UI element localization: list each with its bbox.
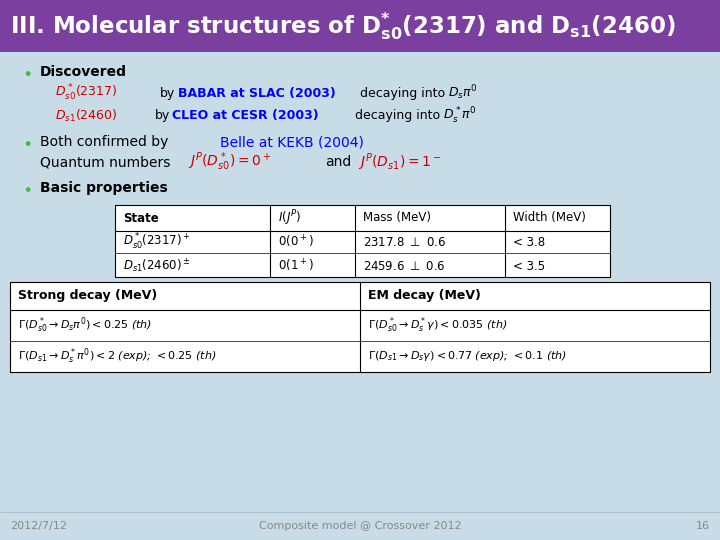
Text: < 3.5: < 3.5 xyxy=(513,260,545,273)
Text: Mass (MeV): Mass (MeV) xyxy=(363,212,431,225)
Text: $D^*_{s0}(2317)$: $D^*_{s0}(2317)$ xyxy=(55,83,117,103)
Text: $\Gamma(D_{s1} \to D_s\gamma) < 0.77$ (exp); $< 0.1$ (th): $\Gamma(D_{s1} \to D_s\gamma) < 0.77$ (e… xyxy=(368,349,567,363)
Text: 16: 16 xyxy=(696,521,710,531)
Text: $D^*_{s0}(2317)^+$: $D^*_{s0}(2317)^+$ xyxy=(123,232,191,252)
Text: III. Molecular structures of $\mathbf{D_{s0}^{*}(2317)}$ and $\mathbf{D_{s1}(246: III. Molecular structures of $\mathbf{D_… xyxy=(10,10,675,42)
Text: by: by xyxy=(160,86,175,99)
Text: $\bullet$: $\bullet$ xyxy=(22,179,32,197)
Text: Discovered: Discovered xyxy=(40,65,127,79)
Text: decaying into: decaying into xyxy=(360,86,445,99)
Text: Basic properties: Basic properties xyxy=(40,181,168,195)
Text: and: and xyxy=(325,155,351,169)
Text: 2459.6 $\bot$ 0.6: 2459.6 $\bot$ 0.6 xyxy=(363,260,446,273)
Text: EM decay (MeV): EM decay (MeV) xyxy=(368,289,481,302)
Text: Belle at KEKB (2004): Belle at KEKB (2004) xyxy=(220,135,364,149)
FancyBboxPatch shape xyxy=(10,282,710,372)
Text: Both confirmed by: Both confirmed by xyxy=(40,135,168,149)
Text: $\bullet$: $\bullet$ xyxy=(22,133,32,151)
Text: State: State xyxy=(123,212,158,225)
FancyBboxPatch shape xyxy=(0,0,720,52)
Text: $\Gamma(D^*_{s0} \to D_s\pi^0) < 0.25$ (th): $\Gamma(D^*_{s0} \to D_s\pi^0) < 0.25$ (… xyxy=(18,315,152,335)
Text: $I(J^P)$: $I(J^P)$ xyxy=(278,208,301,228)
Text: CLEO at CESR (2003): CLEO at CESR (2003) xyxy=(172,110,319,123)
Text: < 3.8: < 3.8 xyxy=(513,235,545,248)
Text: $D_{s1}(2460)^\pm$: $D_{s1}(2460)^\pm$ xyxy=(123,257,191,275)
Text: 2012/7/12: 2012/7/12 xyxy=(10,521,67,531)
FancyBboxPatch shape xyxy=(115,205,610,277)
Text: Quantum numbers: Quantum numbers xyxy=(40,155,171,169)
Text: 2317.8 $\bot$ 0.6: 2317.8 $\bot$ 0.6 xyxy=(363,235,446,248)
Text: $0(0^+)$: $0(0^+)$ xyxy=(278,234,314,250)
Text: $\Gamma(D_{s1} \to D^*_s\pi^0) < 2$ (exp); $< 0.25$ (th): $\Gamma(D_{s1} \to D^*_s\pi^0) < 2$ (exp… xyxy=(18,346,217,366)
Text: Strong decay (MeV): Strong decay (MeV) xyxy=(18,289,157,302)
Text: Width (MeV): Width (MeV) xyxy=(513,212,586,225)
Text: $0(1^+)$: $0(1^+)$ xyxy=(278,258,314,274)
Text: $D_{s1}(2460)$: $D_{s1}(2460)$ xyxy=(55,108,117,124)
Text: Composite model @ Crossover 2012: Composite model @ Crossover 2012 xyxy=(258,521,462,531)
Text: BABAR at SLAC (2003): BABAR at SLAC (2003) xyxy=(178,86,336,99)
Text: $D_s\pi^0$: $D_s\pi^0$ xyxy=(448,84,477,103)
Text: $J^P(D_{s1}) = 1^-$: $J^P(D_{s1}) = 1^-$ xyxy=(358,151,442,173)
Text: $J^P(D^*_{s0}) = 0^+$: $J^P(D^*_{s0}) = 0^+$ xyxy=(188,151,271,173)
Text: $\bullet$: $\bullet$ xyxy=(22,63,32,81)
Text: by: by xyxy=(155,110,170,123)
Text: $\Gamma(D^*_{s0} \to D^*_s\gamma) < 0.035$ (th): $\Gamma(D^*_{s0} \to D^*_s\gamma) < 0.03… xyxy=(368,315,508,335)
Text: decaying into: decaying into xyxy=(355,110,440,123)
Text: $D^*_s\pi^0$: $D^*_s\pi^0$ xyxy=(443,106,477,126)
